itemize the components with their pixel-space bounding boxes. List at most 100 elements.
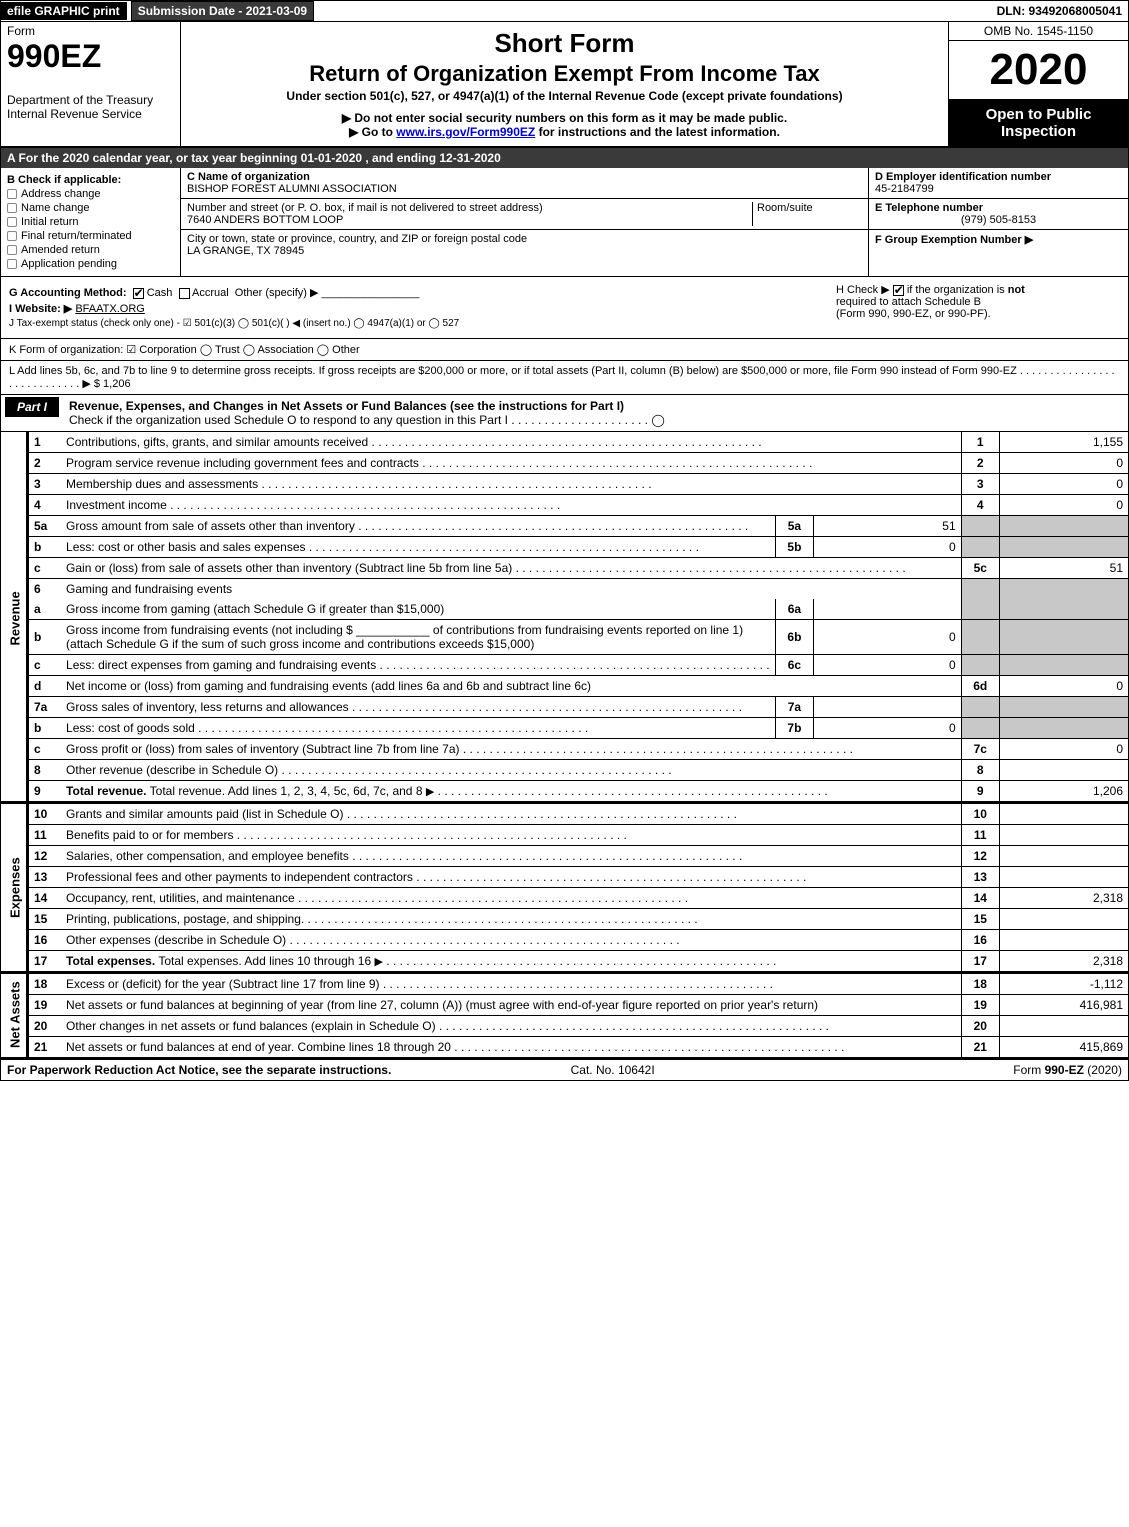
line-2-desc: Program service revenue including govern…	[61, 453, 961, 474]
line-6a-rv	[999, 599, 1128, 620]
line-6a-rn	[961, 599, 999, 620]
line-7a-rn	[961, 697, 999, 718]
line-6-no: 6	[28, 579, 62, 600]
line-7c-no: c	[28, 739, 62, 760]
line-2-val: 0	[999, 453, 1128, 474]
meta-left: G Accounting Method: Cash Accrual Other …	[1, 277, 828, 338]
goto-line: ▶ Go to www.irs.gov/Form990EZ for instru…	[189, 125, 940, 139]
box-h-line3: (Form 990, 990-EZ, or 990-PF).	[836, 308, 991, 320]
goto-pre: ▶ Go to	[349, 125, 396, 139]
line-15-desc: Printing, publications, postage, and shi…	[61, 909, 961, 930]
line-20-desc: Other changes in net assets or fund bala…	[61, 1016, 961, 1037]
website-value[interactable]: BFAATX.ORG	[75, 303, 144, 315]
box-h-pre: H Check ▶	[836, 284, 890, 296]
box-c: C Name of organization BISHOP FOREST ALU…	[181, 168, 868, 276]
main-title: Return of Organization Exempt From Incom…	[189, 61, 940, 87]
dept-treasury: Department of the Treasury	[7, 93, 174, 107]
period-row: A For the 2020 calendar year, or tax yea…	[0, 148, 1129, 168]
checkbox-final-return[interactable]: Final return/terminated	[7, 230, 174, 242]
line-6c-rn	[961, 655, 999, 676]
checkbox-initial-return[interactable]: Initial return	[7, 216, 174, 228]
line-4-no: 4	[28, 495, 62, 516]
line-15-rn: 15	[961, 909, 999, 930]
efile-print-button[interactable]: efile GRAPHIC print	[1, 2, 127, 20]
line-5b-no: b	[28, 537, 62, 558]
line-5c-val: 51	[999, 558, 1128, 579]
form-ref-bold: 990-EZ	[1045, 1063, 1084, 1077]
checkbox-address-change[interactable]: Address change	[7, 188, 174, 200]
box-e: E Telephone number (979) 505-8153	[869, 199, 1128, 230]
city-label: City or town, state or province, country…	[187, 233, 862, 245]
line-17-desc: Total expenses. Total expenses. Add line…	[61, 951, 961, 973]
box-l-text: L Add lines 5b, 6c, and 7b to line 9 to …	[9, 365, 1115, 390]
line-11-val	[999, 825, 1128, 846]
line-6-rv	[999, 579, 1128, 600]
checkbox-accrual[interactable]	[179, 288, 190, 299]
line-9-rn: 9	[961, 781, 999, 803]
box-b: B Check if applicable: Address change Na…	[1, 168, 181, 276]
line-5b-rv	[999, 537, 1128, 558]
checkbox-application-pending[interactable]: Application pending	[7, 258, 174, 270]
line-5b-bl: 5b	[775, 537, 814, 558]
box-g: G Accounting Method: Cash Accrual Other …	[9, 286, 820, 299]
line-8-desc: Other revenue (describe in Schedule O)	[61, 760, 961, 781]
line-7a-desc: Gross sales of inventory, less returns a…	[61, 697, 775, 718]
line-2-rn: 2	[961, 453, 999, 474]
line-5b-desc: Less: cost or other basis and sales expe…	[61, 537, 775, 558]
form-ref-pre: Form	[1013, 1063, 1044, 1077]
line-5b-bv: 0	[814, 537, 961, 558]
irs-link[interactable]: www.irs.gov/Form990EZ	[396, 125, 535, 139]
line-10-rn: 10	[961, 803, 999, 825]
line-5a-no: 5a	[28, 516, 62, 537]
dln-label: DLN: 93492068005041	[991, 2, 1128, 20]
checkbox-name-change[interactable]: Name change	[7, 202, 174, 214]
line-6b-bv: 0	[814, 620, 961, 655]
line-17-val: 2,318	[999, 951, 1128, 973]
line-6c-desc: Less: direct expenses from gaming and fu…	[61, 655, 775, 676]
part-1-check-box[interactable]: ◯	[651, 413, 664, 427]
goto-post: for instructions and the latest informat…	[535, 125, 780, 139]
gross-receipts-value: $ 1,206	[94, 378, 131, 390]
city-cell: City or town, state or province, country…	[181, 230, 868, 260]
line-7a-bl: 7a	[775, 697, 814, 718]
line-13-val	[999, 867, 1128, 888]
line-18-rn: 18	[961, 973, 999, 995]
entity-info-grid: B Check if applicable: Address change Na…	[0, 168, 1129, 277]
line-6c-no: c	[28, 655, 62, 676]
line-1-rn: 1	[961, 432, 999, 453]
checkbox-cash[interactable]	[133, 288, 144, 299]
revenue-label: Revenue	[1, 432, 28, 803]
line-4-val: 0	[999, 495, 1128, 516]
line-19-rn: 19	[961, 995, 999, 1016]
line-6b-rn	[961, 620, 999, 655]
line-6a-desc: Gross income from gaming (attach Schedul…	[61, 599, 775, 620]
line-20-rn: 20	[961, 1016, 999, 1037]
line-10-no: 10	[28, 803, 62, 825]
line-17-no: 17	[28, 951, 62, 973]
line-17-rn: 17	[961, 951, 999, 973]
group-exemption-label: F Group Exemption Number ▶	[875, 233, 1122, 246]
line-14-no: 14	[28, 888, 62, 909]
line-6-desc: Gaming and fundraising events	[61, 579, 961, 600]
line-3-rn: 3	[961, 474, 999, 495]
line-11-desc: Benefits paid to or for members	[61, 825, 961, 846]
form-word: Form	[7, 24, 174, 38]
part-1-tab: Part I	[5, 397, 59, 417]
line-6c-bl: 6c	[775, 655, 814, 676]
line-7c-val: 0	[999, 739, 1128, 760]
checkbox-amended-return[interactable]: Amended return	[7, 244, 174, 256]
city-value: LA GRANGE, TX 78945	[187, 245, 862, 257]
line-6b-bl: 6b	[775, 620, 814, 655]
line-4-desc: Investment income	[61, 495, 961, 516]
net-assets-label: Net Assets	[1, 973, 28, 1058]
checkbox-schedule-b-not-required[interactable]	[893, 285, 904, 296]
line-7c-desc: Gross profit or (loss) from sales of inv…	[61, 739, 961, 760]
line-2-no: 2	[28, 453, 62, 474]
line-10-desc: Grants and similar amounts paid (list in…	[61, 803, 961, 825]
box-g-label: G Accounting Method:	[9, 287, 127, 299]
line-14-val: 2,318	[999, 888, 1128, 909]
line-15-val	[999, 909, 1128, 930]
line-7a-no: 7a	[28, 697, 62, 718]
box-h-line2: required to attach Schedule B	[836, 296, 981, 308]
org-name: BISHOP FOREST ALUMNI ASSOCIATION	[187, 183, 862, 195]
